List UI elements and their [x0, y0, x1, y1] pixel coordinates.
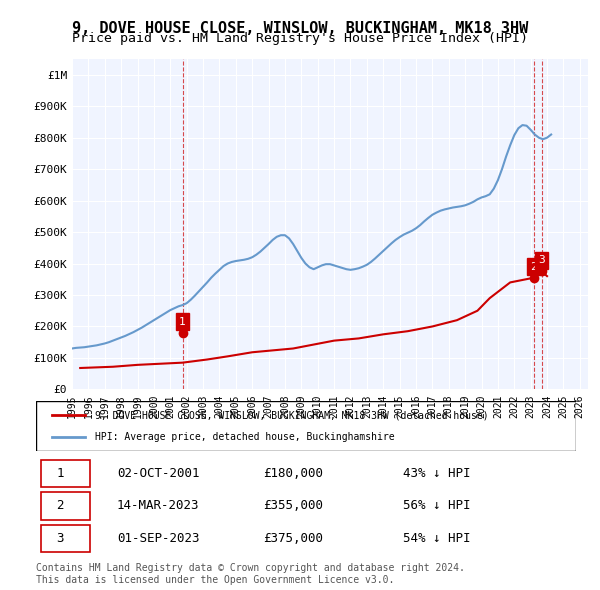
Text: 1: 1 [56, 467, 64, 480]
Text: 56% ↓ HPI: 56% ↓ HPI [403, 499, 471, 513]
Text: £180,000: £180,000 [263, 467, 323, 480]
Text: 14-MAR-2023: 14-MAR-2023 [117, 499, 199, 513]
Text: 9, DOVE HOUSE CLOSE, WINSLOW, BUCKINGHAM, MK18 3HW: 9, DOVE HOUSE CLOSE, WINSLOW, BUCKINGHAM… [72, 21, 528, 35]
Text: £355,000: £355,000 [263, 499, 323, 513]
Text: 2: 2 [530, 262, 538, 271]
Text: 01-SEP-2023: 01-SEP-2023 [117, 532, 199, 545]
Text: 02-OCT-2001: 02-OCT-2001 [117, 467, 199, 480]
Text: 1: 1 [179, 317, 186, 327]
Text: 9, DOVE HOUSE CLOSE, WINSLOW, BUCKINGHAM, MK18 3HW (detached house): 9, DOVE HOUSE CLOSE, WINSLOW, BUCKINGHAM… [95, 410, 489, 420]
Text: 43% ↓ HPI: 43% ↓ HPI [403, 467, 471, 480]
Text: £375,000: £375,000 [263, 532, 323, 545]
Text: Price paid vs. HM Land Registry's House Price Index (HPI): Price paid vs. HM Land Registry's House … [72, 32, 528, 45]
Text: HPI: Average price, detached house, Buckinghamshire: HPI: Average price, detached house, Buck… [95, 432, 395, 442]
Text: 2: 2 [56, 499, 64, 513]
Text: 3: 3 [538, 255, 545, 266]
Text: Contains HM Land Registry data © Crown copyright and database right 2024.
This d: Contains HM Land Registry data © Crown c… [36, 563, 465, 585]
Text: 54% ↓ HPI: 54% ↓ HPI [403, 532, 471, 545]
Text: 3: 3 [56, 532, 64, 545]
